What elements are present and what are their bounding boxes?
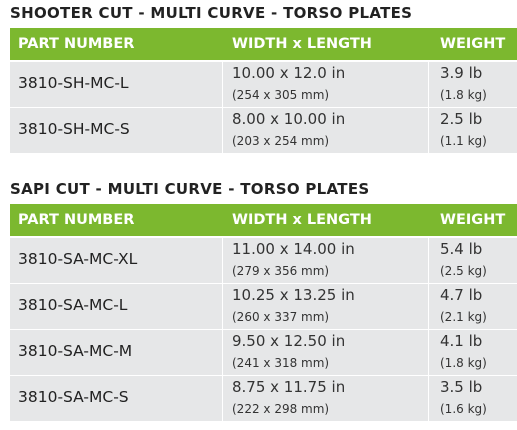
weight-metric: (2.5 kg): [440, 264, 487, 278]
weight-metric: (1.1 kg): [440, 134, 487, 148]
table-cell: [429, 108, 517, 153]
size-metric: (254 x 305 mm): [232, 88, 330, 102]
size-metric: (222 x 298 mm): [232, 402, 330, 416]
column-header: WIDTH x LENGTH: [232, 212, 372, 228]
weight: 2.5 lb: [440, 110, 483, 128]
column-header: WEIGHT: [440, 36, 506, 52]
table-cell: [223, 238, 428, 283]
size: 10.25 x 13.25 in: [232, 286, 355, 304]
header-bar: [10, 204, 517, 236]
size: 8.00 x 10.00 in: [232, 110, 346, 128]
weight: 3.5 lb: [440, 378, 483, 396]
table-cell: [10, 238, 222, 283]
header-bar: [10, 28, 517, 60]
weight: 4.7 lb: [440, 286, 483, 304]
size-metric: (279 x 356 mm): [232, 264, 330, 278]
part-number: 3810-SA-MC-L: [18, 296, 128, 314]
weight: 3.9 lb: [440, 64, 483, 82]
column-header: PART NUMBER: [18, 36, 135, 52]
table-cell: [10, 108, 222, 153]
section-title: SAPI CUT - MULTI CURVE - TORSO PLATES: [10, 180, 370, 198]
size: 9.50 x 12.50 in: [232, 332, 346, 350]
column-header: PART NUMBER: [18, 212, 135, 228]
part-number: 3810-SA-MC-M: [18, 342, 133, 360]
table-cell: [223, 62, 428, 107]
part-number: 3810-SA-MC-XL: [18, 250, 138, 268]
table-cell: [223, 330, 428, 375]
part-number: 3810-SH-MC-S: [18, 120, 130, 138]
table-cell: [223, 108, 428, 153]
table-cell: [10, 330, 222, 375]
column-header: WIDTH x LENGTH: [232, 36, 372, 52]
table-cell: [429, 238, 517, 283]
size-metric: (260 x 337 mm): [232, 310, 330, 324]
weight-metric: (1.8 kg): [440, 88, 487, 102]
weight-metric: (1.8 kg): [440, 356, 487, 370]
weight-metric: (2.1 kg): [440, 310, 487, 324]
table-cell: [10, 62, 222, 107]
table-cell: [10, 376, 222, 421]
table-cell: [429, 284, 517, 329]
size: 11.00 x 14.00 in: [232, 240, 355, 258]
weight: 4.1 lb: [440, 332, 483, 350]
table-cell: [223, 376, 428, 421]
table-cell: [10, 284, 222, 329]
table-cell: [429, 330, 517, 375]
table-cell: [429, 62, 517, 107]
part-number: 3810-SA-MC-S: [18, 388, 129, 406]
size: 8.75 x 11.75 in: [232, 378, 346, 396]
table-cell: [429, 376, 517, 421]
size: 10.00 x 12.0 in: [232, 64, 346, 82]
part-number: 3810-SH-MC-L: [18, 74, 129, 92]
section-title: SHOOTER CUT - MULTI CURVE - TORSO PLATES: [10, 4, 413, 22]
weight-metric: (1.6 kg): [440, 402, 487, 416]
table-cell: [223, 284, 428, 329]
size-metric: (203 x 254 mm): [232, 134, 330, 148]
weight: 5.4 lb: [440, 240, 483, 258]
column-header: WEIGHT: [440, 212, 506, 228]
size-metric: (241 x 318 mm): [232, 356, 330, 370]
